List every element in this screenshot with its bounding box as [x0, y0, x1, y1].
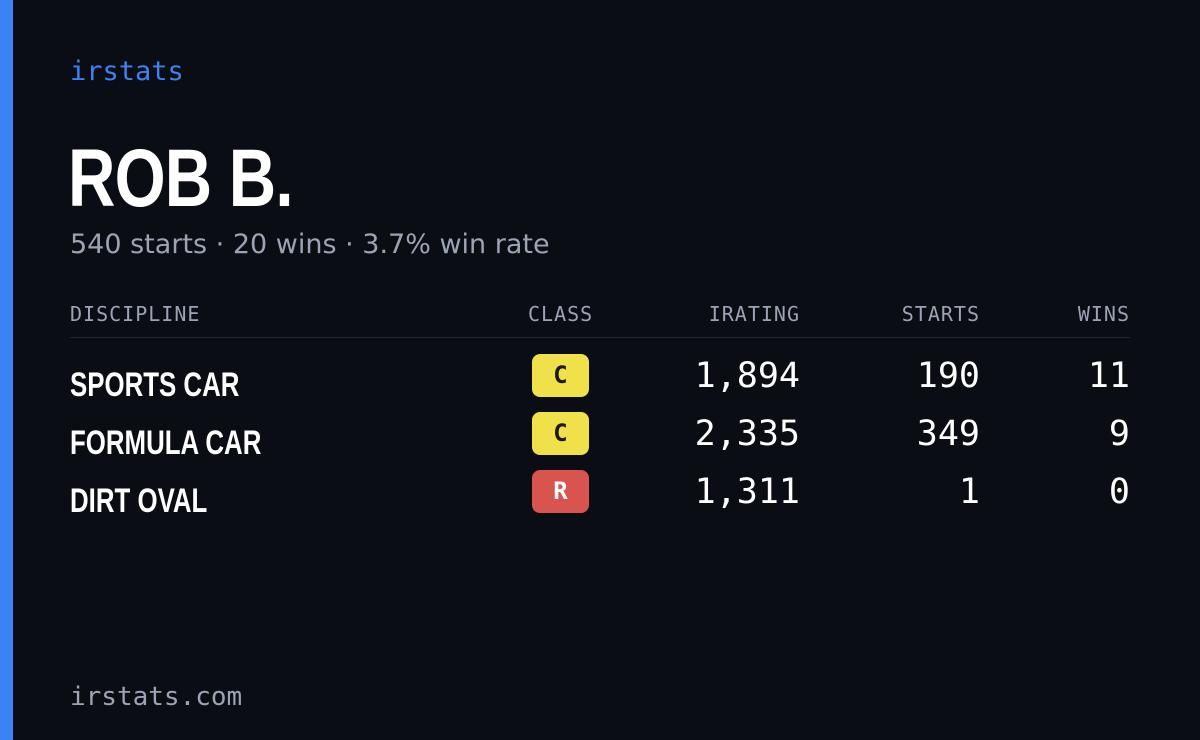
- header-wins: WINS: [1077, 302, 1130, 326]
- irating-value: 1,311: [694, 472, 800, 512]
- stats-summary: 540 starts · 20 wins · 3.7% win rate: [70, 229, 550, 260]
- driver-name: ROB B.: [68, 133, 294, 224]
- starts-value: 1: [958, 472, 980, 512]
- irating-value: 1,894: [694, 356, 800, 396]
- license-class-badge: C: [532, 412, 589, 455]
- irating-value: 2,335: [694, 414, 800, 454]
- table-body: SPORTS CAR C 1,894 190 11 FORMULA CAR C …: [70, 354, 1130, 528]
- footer-url: irstats.com: [70, 682, 243, 712]
- discipline-table: DISCIPLINE CLASS IRATING STARTS WINS SPO…: [70, 300, 1130, 520]
- starts-value: 190: [916, 356, 980, 396]
- discipline-name: FORMULA CAR: [70, 424, 262, 462]
- header-discipline: DISCIPLINE: [70, 302, 201, 326]
- discipline-name: SPORTS CAR: [70, 366, 240, 404]
- license-class-badge: R: [532, 470, 589, 513]
- table-header: DISCIPLINE CLASS IRATING STARTS WINS: [70, 300, 1130, 338]
- license-class-badge: C: [532, 354, 589, 397]
- header-irating: IRATING: [708, 302, 800, 326]
- starts-value: 349: [916, 414, 980, 454]
- accent-bar: [0, 0, 13, 740]
- wins-value: 11: [1087, 356, 1130, 396]
- discipline-name: DIRT OVAL: [70, 482, 208, 520]
- header-starts: STARTS: [901, 302, 980, 326]
- table-row: DIRT OVAL R 1,311 1 0: [70, 470, 1130, 528]
- wins-value: 9: [1108, 414, 1130, 454]
- table-row: FORMULA CAR C 2,335 349 9: [70, 412, 1130, 470]
- header-class: CLASS: [528, 302, 594, 326]
- wins-value: 0: [1108, 472, 1130, 512]
- table-row: SPORTS CAR C 1,894 190 11: [70, 354, 1130, 412]
- brand-logo: irstats: [70, 56, 184, 87]
